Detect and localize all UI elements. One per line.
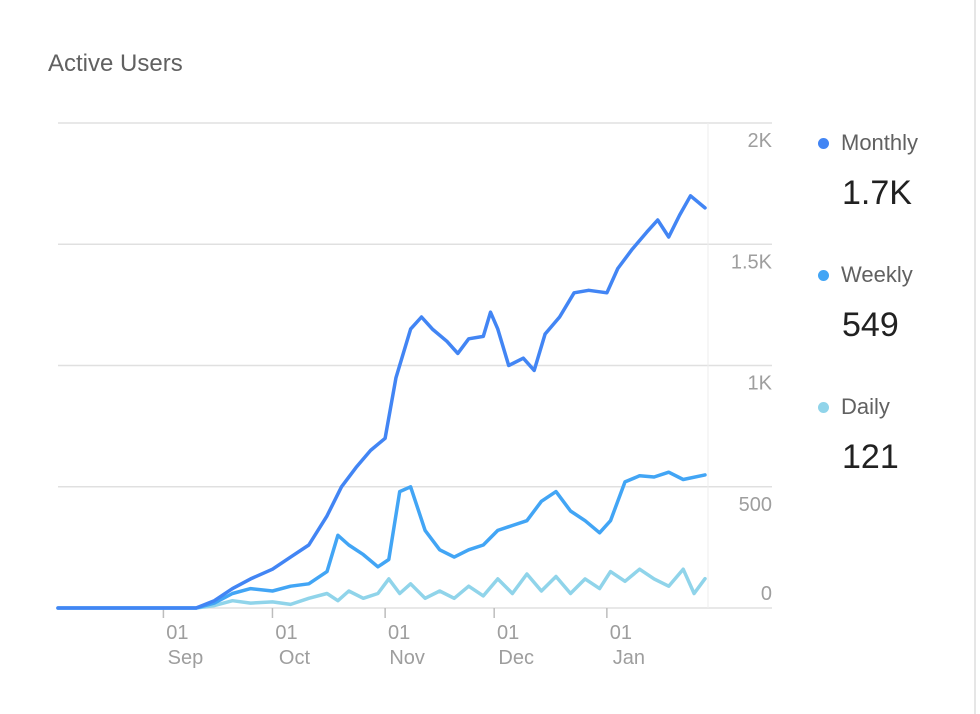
x-tick-label-day: 01 xyxy=(388,622,410,644)
legend-label: Daily xyxy=(841,394,890,419)
series-dot-icon xyxy=(818,137,829,149)
chart-title: Active Users xyxy=(48,50,183,77)
legend-value: 1.7K xyxy=(842,174,912,212)
y-tick-label: 1K xyxy=(748,373,773,395)
legend-item-monthly[interactable]: Monthly 1.7K xyxy=(818,130,968,213)
x-tick-label-month: Sep xyxy=(168,647,204,669)
x-tick-label-day: 01 xyxy=(497,622,519,644)
legend-value: 121 xyxy=(842,438,899,476)
series-dot-icon xyxy=(818,269,829,281)
legend-item-weekly[interactable]: Weekly 549 xyxy=(818,262,968,345)
series-dot-icon xyxy=(818,401,829,413)
y-tick-label: 0 xyxy=(761,583,772,605)
series-line-daily xyxy=(56,567,707,610)
legend-label: Weekly xyxy=(841,262,913,287)
x-tick-label-month: Jan xyxy=(613,647,645,669)
series-line-monthly xyxy=(56,194,707,610)
y-tick-label: 1.5K xyxy=(731,251,773,273)
series-line-weekly xyxy=(56,470,707,610)
x-tick-label-day: 01 xyxy=(166,622,188,644)
x-tick-label-day: 01 xyxy=(610,622,632,644)
x-tick-label-month: Oct xyxy=(279,647,311,669)
legend-value: 549 xyxy=(842,306,899,344)
legend-label: Monthly xyxy=(841,130,919,155)
y-tick-label: 500 xyxy=(739,494,772,516)
y-tick-label: 2K xyxy=(748,130,773,152)
legend-item-daily[interactable]: Daily 121 xyxy=(818,394,968,477)
x-tick-label-month: Dec xyxy=(498,647,534,669)
x-tick-label-day: 01 xyxy=(275,622,297,644)
x-tick-label-month: Nov xyxy=(389,647,425,669)
